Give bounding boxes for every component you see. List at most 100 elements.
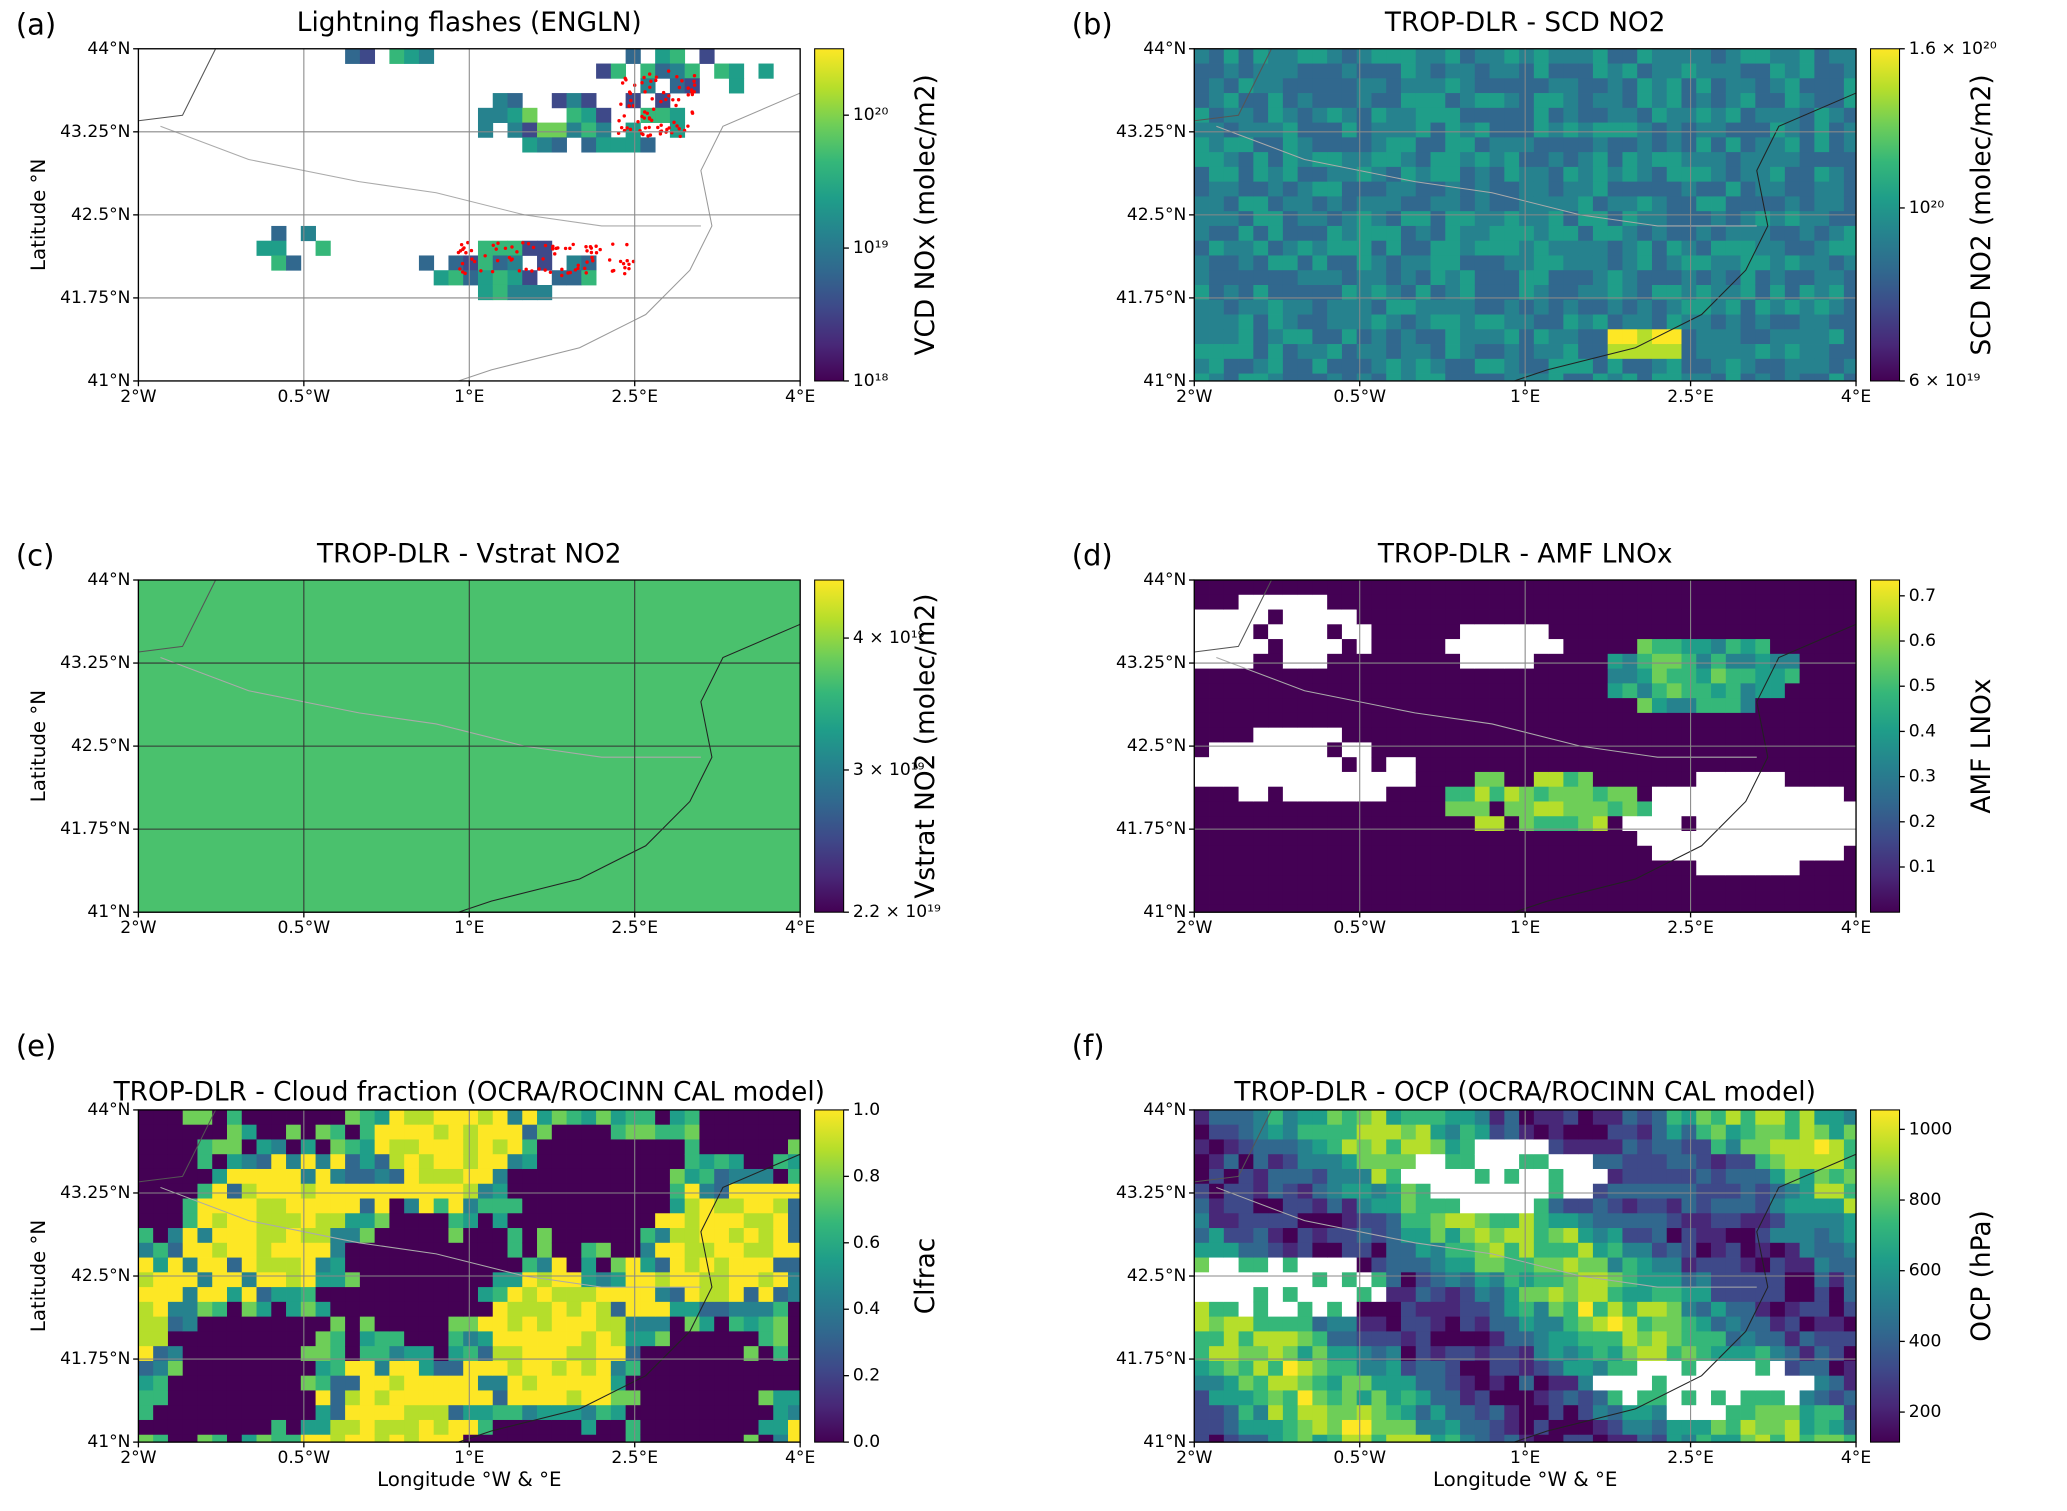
map-cell (1341, 801, 1358, 817)
map-cell (1312, 196, 1328, 212)
map-cell (581, 1168, 597, 1185)
map-cell (1755, 890, 1771, 906)
map-cell (1238, 1228, 1254, 1244)
map-cell (684, 1198, 700, 1214)
map-cell (167, 1375, 184, 1391)
map-cell (433, 1213, 449, 1229)
map-cell (1504, 1109, 1520, 1126)
map-cell (566, 1390, 582, 1406)
map-cell (138, 1257, 154, 1273)
map-cell (728, 1139, 745, 1155)
map-cell (1460, 93, 1476, 109)
map-cell (610, 1257, 627, 1273)
map-cell (1711, 1272, 1727, 1288)
map-cell (1784, 683, 1801, 699)
map-cell (1578, 1228, 1594, 1244)
map-cell (1268, 653, 1284, 669)
map-cell (167, 1228, 184, 1244)
map-cell (1460, 107, 1476, 123)
map-cell (1578, 1139, 1594, 1155)
map-cell (1592, 1331, 1609, 1347)
map-cell (1268, 78, 1284, 94)
map-cell (1622, 757, 1638, 773)
map-cell (669, 1316, 686, 1332)
map-cell (714, 1360, 730, 1377)
map-cell (1312, 93, 1328, 109)
map-cell (1607, 580, 1623, 596)
map-cell (1533, 1242, 1550, 1258)
map-cell (1356, 1360, 1372, 1377)
map-cell (1651, 1124, 1668, 1140)
map-cell (625, 1405, 641, 1421)
map-cell (1829, 727, 1845, 743)
panel-label: (d) (1072, 539, 1113, 573)
map-cell (1563, 727, 1579, 743)
map-cell (1268, 1434, 1284, 1443)
map-cell (1637, 771, 1653, 788)
map-cell (1770, 299, 1786, 315)
map-cell (1533, 240, 1550, 256)
map-cell (1356, 904, 1372, 913)
map-cell (1725, 299, 1741, 315)
map-cell (1651, 1375, 1668, 1391)
map-cell (1415, 166, 1431, 183)
map-cell (1474, 1109, 1490, 1126)
map-cell (1755, 1272, 1771, 1288)
map-cell (1637, 270, 1653, 286)
map-cell (404, 1154, 420, 1170)
map-cell (1740, 1331, 1756, 1347)
map-cell (1386, 845, 1402, 861)
map-cell (669, 1183, 686, 1199)
lightning-flash (524, 267, 528, 272)
map-cell (1400, 329, 1417, 345)
map-cell (1386, 1331, 1402, 1347)
map-cell (477, 1139, 494, 1155)
map-cell (477, 270, 494, 286)
map-cell (1371, 653, 1387, 669)
map-cell (404, 1228, 420, 1244)
map-cell (418, 1228, 435, 1244)
map-cell (1253, 1154, 1269, 1170)
map-cell (1666, 1331, 1682, 1347)
map-cell (684, 1139, 700, 1155)
map-cell (566, 1434, 582, 1443)
map-cell (1666, 875, 1682, 891)
map-cell (1356, 1434, 1372, 1443)
map-cell (1681, 801, 1697, 817)
map-cell (669, 1242, 686, 1258)
map-cell (1489, 860, 1505, 876)
map-cell (684, 1434, 700, 1443)
map-cell (728, 1390, 745, 1406)
map-cell (1799, 904, 1815, 913)
map-cell (566, 1257, 582, 1273)
map-cell (182, 1198, 198, 1214)
map-cell (1829, 1405, 1845, 1421)
map-cell (625, 1331, 641, 1347)
map-cell (1725, 624, 1741, 640)
map-cell (167, 1257, 184, 1273)
map-cell (1341, 1124, 1358, 1140)
map-cell (1711, 1168, 1727, 1185)
map-cell (433, 1346, 449, 1362)
map-cell (1194, 845, 1210, 861)
map-cell (1371, 137, 1387, 153)
map-cell (1415, 344, 1431, 360)
map-cell (1651, 196, 1668, 212)
map-cell (1268, 830, 1284, 847)
map-cell (1578, 1375, 1594, 1391)
map-cell (1563, 594, 1579, 610)
map-cell (1533, 1109, 1550, 1126)
map-cell (743, 1257, 759, 1273)
map-cell (315, 1272, 331, 1288)
map-cell (389, 1375, 405, 1391)
map-cell (1843, 1228, 1857, 1244)
map-cell (1253, 1360, 1269, 1377)
map-cell (300, 1287, 316, 1303)
map-cell (1696, 639, 1712, 655)
map-cell (448, 1183, 464, 1199)
map-cell (566, 93, 582, 109)
map-cell (1297, 1168, 1313, 1185)
map-cell (1386, 1213, 1402, 1229)
map-cell (256, 1405, 272, 1421)
map-cell (463, 1139, 479, 1155)
